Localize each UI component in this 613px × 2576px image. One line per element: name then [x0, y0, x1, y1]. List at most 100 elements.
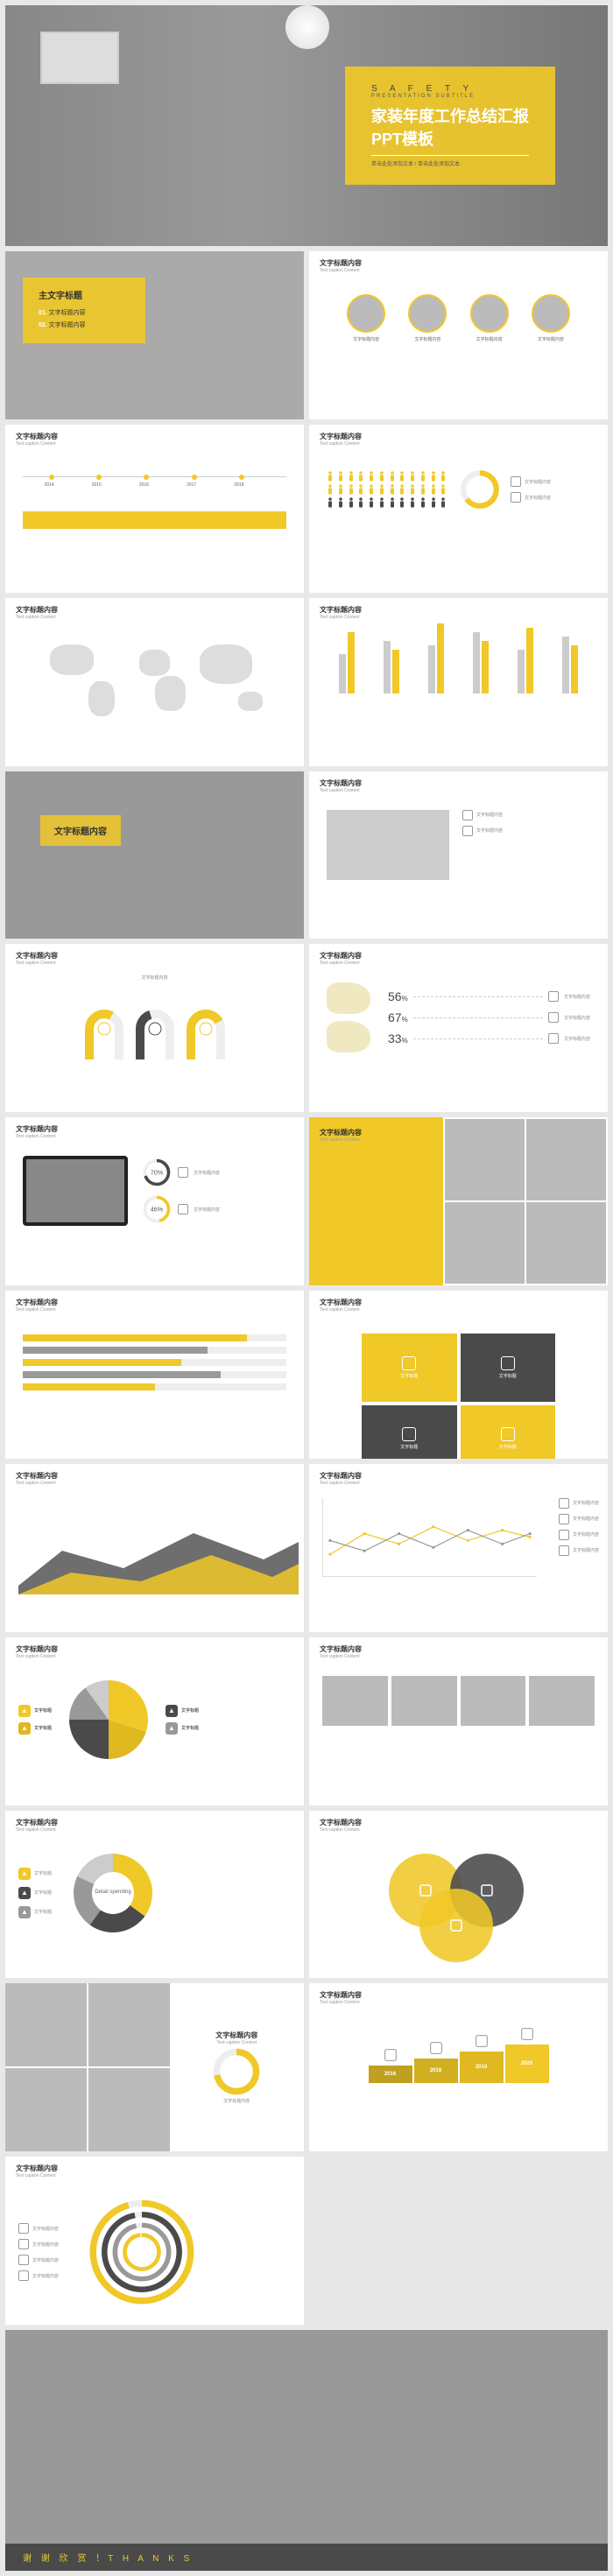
- svg-text:70%: 70%: [151, 1169, 164, 1177]
- legend-icon: [511, 492, 521, 503]
- pct-row: 56%文字标题内容: [388, 989, 590, 1003]
- legend-text: 文字标题: [34, 1909, 52, 1915]
- hbar-row: [23, 1347, 286, 1354]
- person-icon: [357, 483, 364, 496]
- slide-title: 文字标题内容: [16, 2164, 293, 2173]
- step-chart: 2016201820192020: [309, 2009, 608, 2101]
- toc-box: 主文字标题 01. 文字标题内容02. 文字标题内容: [23, 278, 145, 343]
- legend-item: ▲文字标题: [18, 1705, 52, 1717]
- hbar-track: [23, 1371, 286, 1378]
- legend-icon: [18, 2255, 29, 2265]
- pct-label: 文字标题内容: [564, 1015, 590, 1021]
- continent: [238, 692, 263, 711]
- step: 2016: [369, 2047, 412, 2083]
- tiles-slide: 文字标题内容Text caption Content 文字标题文字标题文字标题文…: [309, 1291, 608, 1459]
- timeline: 20142015201620172018: [23, 476, 286, 529]
- timeline-label: 2016: [139, 482, 149, 488]
- hbar-fill: [23, 1334, 247, 1341]
- bg-photo: [5, 771, 304, 940]
- line-chart: [322, 1498, 537, 1577]
- legend-item: 文字标题内容: [18, 2223, 59, 2234]
- person-icon: [348, 496, 355, 509]
- person-icon: [348, 483, 355, 496]
- slide-title: 文字标题内容: [16, 432, 293, 441]
- mini-donut: 70%: [141, 1157, 173, 1188]
- legend-icon: [18, 2223, 29, 2234]
- legend-item: ▲文字标题: [18, 1868, 52, 1880]
- bar-group: [339, 632, 355, 693]
- donut-icon: [178, 1167, 188, 1178]
- slide-title: 文字标题内容: [16, 1471, 293, 1481]
- legend-icon: [559, 1530, 569, 1540]
- person-icon: [389, 470, 396, 482]
- legend-swatch: ▲: [18, 1868, 31, 1880]
- timeline-label: 2018: [234, 482, 243, 488]
- legend-text: 文字标题: [181, 1707, 199, 1714]
- pct-icon: [548, 1033, 559, 1044]
- bar: [518, 650, 525, 693]
- people-grid: [327, 470, 449, 509]
- steps-slide: 文字标题内容Text caption Content 2016201820192…: [309, 1983, 608, 2151]
- item-text: 文字标题内容: [476, 827, 503, 834]
- legend-text: 文字标题内容: [32, 2273, 59, 2279]
- slide-sub: Text caption Content: [320, 1654, 597, 1659]
- slide-title: 文字标题内容: [320, 1298, 597, 1307]
- gallery-image: [461, 1676, 526, 1727]
- timeline-point: [192, 475, 197, 480]
- member-label: 文字标题内容: [470, 336, 509, 342]
- yellow-panel: 文字标题内容 Text caption Content: [309, 1117, 443, 1285]
- venn-circle: [419, 1889, 493, 1962]
- area-slide: 文字标题内容Text caption Content: [5, 1464, 304, 1632]
- toc-slide: 主文字标题 01. 文字标题内容02. 文字标题内容: [5, 251, 304, 419]
- slide-title: 文字标题内容: [16, 1818, 293, 1827]
- concentric-slide: 文字标题内容Text caption Content 文字标题内容文字标题内容文…: [5, 2157, 304, 2325]
- tile: 文字标题: [461, 1405, 556, 1459]
- tile-label: 文字标题: [400, 1373, 418, 1379]
- slide-sub: Text caption Content: [16, 2173, 293, 2178]
- legend-item: 文字标题内容: [18, 2255, 59, 2265]
- legend-item: ▲文字标题: [166, 1722, 199, 1735]
- legend-item: 文字标题内容: [559, 1545, 599, 1556]
- person-icon: [378, 483, 385, 496]
- grid-image: [445, 1119, 525, 1200]
- donut-text: 文字标题内容: [194, 1170, 220, 1176]
- person-icon: [357, 470, 364, 482]
- person-icon: [378, 470, 385, 482]
- hbar-row: [23, 1334, 286, 1341]
- slide-title: 文字标题内容: [320, 1128, 433, 1137]
- timeline-point: [49, 475, 54, 480]
- subtitle-2: PRESENTATION SUBTITLE: [371, 94, 529, 99]
- bar: [348, 632, 355, 693]
- venn-icon: [478, 1882, 496, 1899]
- svg-text:46%: 46%: [151, 1206, 164, 1214]
- venn-icon: [417, 1882, 434, 1899]
- mini-donut: 46%: [141, 1193, 173, 1225]
- legend-text: 文字标题内容: [525, 495, 551, 501]
- legend-item: 文字标题内容: [559, 1530, 599, 1540]
- team-member: 文字标题内容: [470, 294, 509, 342]
- team-member: 文字标题内容: [408, 294, 447, 342]
- line-marker: [363, 1550, 366, 1552]
- person-icon: [430, 470, 437, 482]
- legend-item: ▲文字标题: [166, 1705, 199, 1717]
- person-icon: [327, 483, 334, 496]
- arches-label: 文字标题内容: [5, 975, 304, 981]
- line-marker: [501, 1543, 504, 1545]
- person-icon: [378, 496, 385, 509]
- line-series: [330, 1531, 530, 1552]
- slide-sub: Text caption Content: [16, 441, 293, 447]
- timeline-label: 2017: [187, 482, 196, 488]
- line-marker: [398, 1543, 400, 1545]
- pie-chart: [65, 1676, 152, 1763]
- legend-text: 文字标题内容: [32, 2242, 59, 2248]
- legend-item: 文字标题内容: [18, 2270, 59, 2281]
- legend-text: 文字标题内容: [573, 1500, 599, 1506]
- slide-sub: Text caption Content: [320, 788, 597, 793]
- ring-arc: [125, 2235, 159, 2270]
- team-member: 文字标题内容: [532, 294, 570, 342]
- person-icon: [398, 470, 405, 482]
- line-marker: [328, 1539, 331, 1542]
- step-bar: 2018: [414, 2059, 458, 2083]
- legend-text: 文字标题: [34, 1707, 52, 1714]
- donut-icon: [178, 1204, 188, 1214]
